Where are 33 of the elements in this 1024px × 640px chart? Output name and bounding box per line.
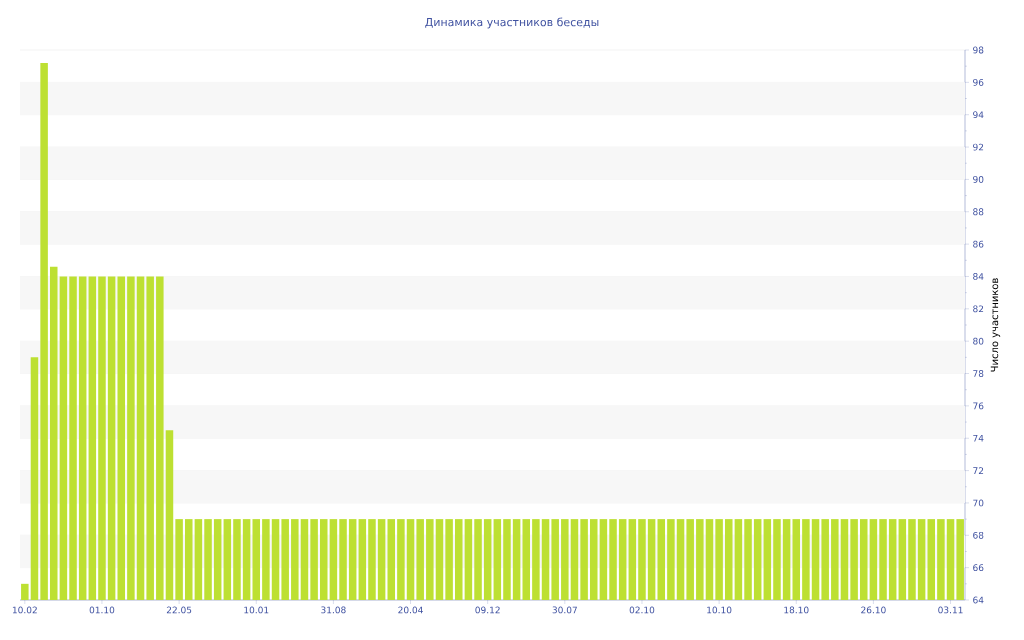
x-tick-label: 26.10 xyxy=(861,606,886,614)
x-tick-label: 01.10 xyxy=(89,606,115,614)
x-tick-label: 31.08 xyxy=(321,606,346,614)
y-tick-label: 68 xyxy=(973,531,984,539)
y-tick-label: 98 xyxy=(973,46,984,54)
chart-title: Динамика участников беседы xyxy=(425,17,599,29)
y-tick-label: 84 xyxy=(973,273,984,280)
y-tick-label: 78 xyxy=(973,370,984,377)
x-tick-label: 10.02 xyxy=(12,606,37,614)
x-tick-label: 18.10 xyxy=(784,606,809,614)
y-tick-label: 72 xyxy=(973,467,984,474)
y-tick-label: 82 xyxy=(973,305,984,313)
y-tick-label: 66 xyxy=(973,564,984,572)
y-tick-label: 88 xyxy=(973,208,984,216)
y-tick-label: 76 xyxy=(973,402,984,410)
y-tick-label: 80 xyxy=(973,337,984,345)
x-tick-label: 09.12 xyxy=(475,606,500,614)
y-tick-label: 90 xyxy=(973,176,984,183)
x-tick-label: 22.05 xyxy=(166,606,192,614)
y-tick-label: 96 xyxy=(973,78,984,86)
y-tick-label: 86 xyxy=(973,240,984,248)
y-axis-title: Число участников xyxy=(990,278,1001,372)
y-tick-label: 74 xyxy=(973,434,984,442)
x-tick-label: 30.07 xyxy=(552,606,577,614)
x-tick-label: 02.10 xyxy=(629,606,655,614)
y-tick-label: 64 xyxy=(973,596,984,604)
x-tick-label: 03.11 xyxy=(938,606,963,614)
y-tick-label: 92 xyxy=(973,143,984,151)
y-tick-label: 94 xyxy=(973,111,984,119)
x-tick-label: 20.04 xyxy=(398,606,423,614)
y-tick-label: 70 xyxy=(973,499,984,507)
x-tick-label: 10.01 xyxy=(244,606,269,614)
x-tick-label: 10.10 xyxy=(707,606,732,614)
